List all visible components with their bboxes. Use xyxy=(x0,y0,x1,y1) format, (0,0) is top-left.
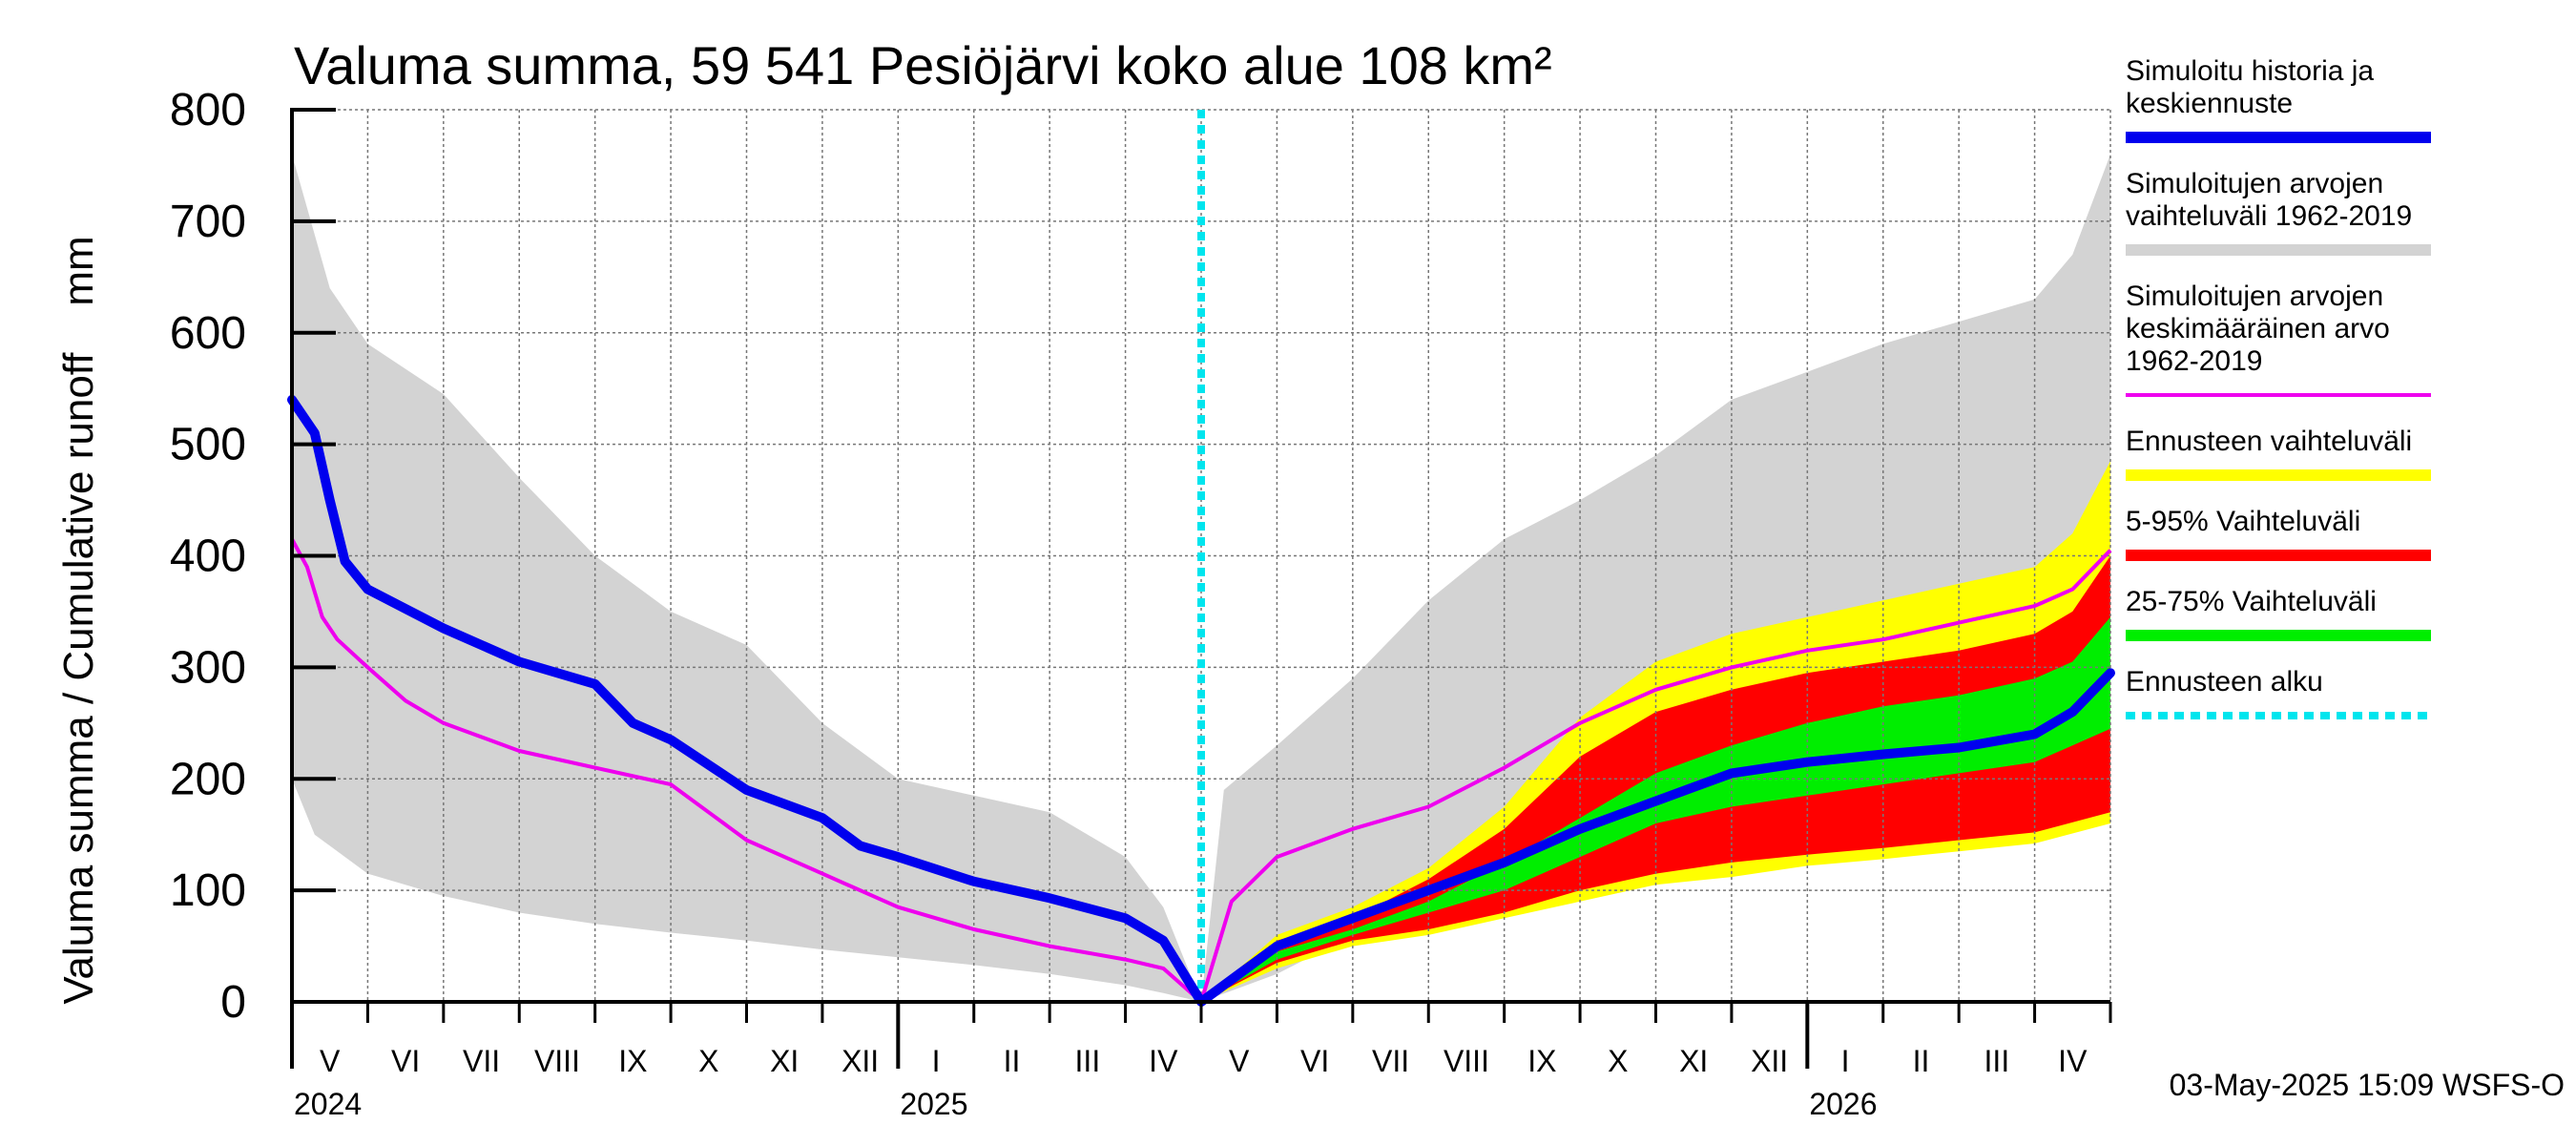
x-ticks: V VI VII VIII IX X XI XII I II III IV V VI VII VIII IX X X… xyxy=(290,1002,2112,1121)
legend-label: Simuloitu historia ja keskiennuste xyxy=(2126,55,2374,119)
month-label: X xyxy=(1608,1044,1628,1078)
legend-label: 5-95% Vaihteluväli xyxy=(2126,506,2360,537)
month-label: VII xyxy=(1372,1044,1409,1078)
legend-label: Simuloitujen arvojen vaihteluväli 1962-20… xyxy=(2126,168,2412,232)
legend-label: Simuloitujen arvojen keskimääräinen arvo 1… xyxy=(2126,281,2390,377)
month-label: VIII xyxy=(1444,1044,1489,1078)
simulated-history-forecast-line xyxy=(287,394,2115,1007)
legend-label: Ennusteen vaihteluväli xyxy=(2126,426,2412,457)
historical-mean-line xyxy=(290,538,2112,1004)
chart-title: Valuma summa, 59 541 Pesiöjärvi koko alu… xyxy=(294,35,1552,95)
y-tick-label: 0 xyxy=(220,977,246,1028)
series-lines xyxy=(287,110,2115,1007)
month-label: IX xyxy=(1527,1044,1556,1078)
legend-label: Ennusteen alku xyxy=(2126,666,2323,697)
month-label: III xyxy=(1075,1044,1101,1078)
month-label: IV xyxy=(2058,1044,2088,1078)
month-label: XI xyxy=(1679,1044,1708,1078)
y-tick-label: 500 xyxy=(170,420,246,470)
y-tick-label: 700 xyxy=(170,197,246,247)
legend: Simuloitu historia ja keskiennuste Simuloi… xyxy=(2126,55,2431,719)
year-label: 2026 xyxy=(1809,1087,1877,1121)
y-ticks: 0 100 200 300 400 500 600 700 800 xyxy=(170,85,336,1028)
month-label: VII xyxy=(463,1044,500,1078)
y-tick-label: 800 xyxy=(170,85,246,135)
y-axis-label: Valuma summa / Cumulative runoff mm xyxy=(55,236,102,1004)
y-tick-label: 300 xyxy=(170,642,246,693)
year-label: 2024 xyxy=(294,1087,362,1121)
month-label: I xyxy=(1841,1044,1850,1078)
y-tick-label: 600 xyxy=(170,308,246,359)
month-label: V xyxy=(320,1044,341,1078)
year-label: 2025 xyxy=(900,1087,967,1121)
month-label: VI xyxy=(1300,1044,1329,1078)
month-label: IX xyxy=(618,1044,647,1078)
footer-timestamp: 03-May-2025 15:09 WSFS-O xyxy=(2170,1068,2565,1102)
month-label: XII xyxy=(841,1044,879,1078)
month-label: VI xyxy=(391,1044,420,1078)
month-label: I xyxy=(932,1044,941,1078)
month-label: VIII xyxy=(534,1044,580,1078)
month-label: IV xyxy=(1149,1044,1178,1078)
month-label: XII xyxy=(1751,1044,1788,1078)
month-label: III xyxy=(1984,1044,2010,1078)
month-label: V xyxy=(1229,1044,1250,1078)
month-label: II xyxy=(1913,1044,1930,1078)
month-label: XI xyxy=(770,1044,799,1078)
y-tick-label: 400 xyxy=(170,531,246,582)
legend-label: 25-75% Vaihteluväli xyxy=(2126,586,2377,617)
y-tick-label: 100 xyxy=(170,865,246,916)
month-label: II xyxy=(1004,1044,1021,1078)
month-label: X xyxy=(698,1044,718,1078)
y-tick-label: 200 xyxy=(170,754,246,804)
